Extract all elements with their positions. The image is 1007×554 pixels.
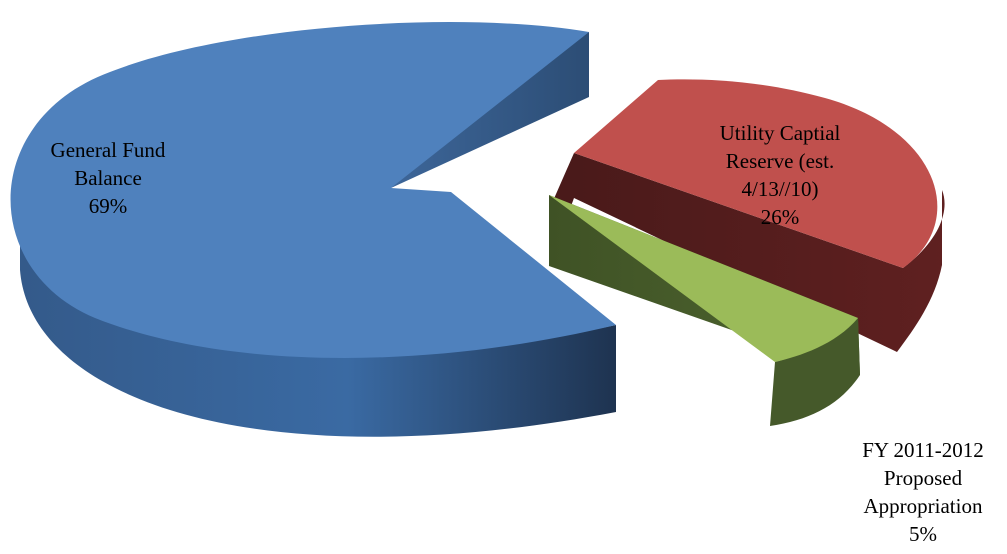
label-proposed-appropriation-line-3: Appropriation	[863, 494, 983, 518]
label-general-fund: General Fund Balance 69%	[28, 136, 188, 220]
label-utility-reserve-line-2: Reserve (est.	[725, 149, 835, 173]
label-general-fund-percent: 69%	[88, 194, 128, 218]
label-proposed-appropriation-line-1: FY 2011-2012	[862, 438, 984, 462]
slice-general-fund	[10, 22, 617, 437]
label-proposed-appropriation: FY 2011-2012 Proposed Appropriation 5%	[840, 436, 1006, 548]
label-utility-reserve-line-3: 4/13//10)	[741, 177, 819, 201]
slice-utility-reserve-outer-wall	[574, 153, 945, 352]
slice-general-fund-outer-wall	[20, 170, 616, 437]
label-general-fund-line-2: Balance	[74, 166, 142, 190]
label-utility-reserve: Utility Captial Reserve (est. 4/13//10) …	[685, 119, 875, 231]
slice-utility-reserve-top	[574, 79, 938, 268]
label-proposed-appropriation-line-2: Proposed	[883, 466, 963, 490]
label-general-fund-line-1: General Fund	[50, 138, 166, 162]
slice-general-fund-top	[10, 22, 617, 358]
label-proposed-appropriation-percent: 5%	[909, 522, 937, 546]
slice-proposed-appropriation-top	[549, 195, 858, 362]
label-utility-reserve-percent: 26%	[760, 205, 800, 229]
slice-proposed-appropriation-outer-wall	[770, 318, 860, 426]
slice-proposed-appropriation	[549, 195, 860, 426]
label-utility-reserve-line-1: Utility Captial	[719, 121, 841, 145]
